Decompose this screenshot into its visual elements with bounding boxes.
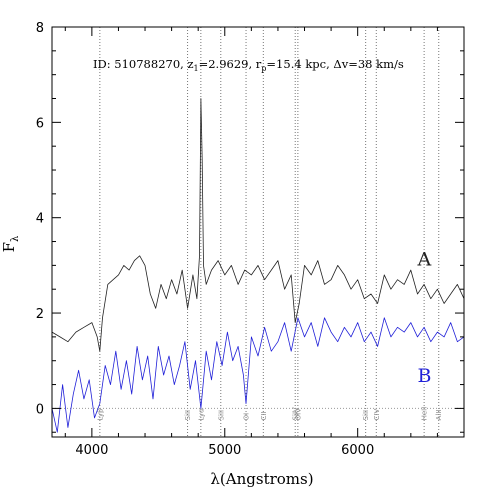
- series-label-B: B: [417, 365, 431, 387]
- y-tick-label: 0: [36, 402, 44, 417]
- svg-text:Fλ: Fλ: [0, 235, 21, 252]
- y-tick-label: 6: [36, 116, 44, 131]
- spectral-line-label: Lyβ: [96, 409, 104, 421]
- annotation-z-value: =2.9629, r: [199, 57, 262, 71]
- spectral-line-label: HeII: [421, 407, 429, 421]
- spectral-line-label: CIV: [373, 408, 381, 420]
- y-tick-label: 2: [36, 307, 44, 322]
- annotation-r-subscript: p: [261, 64, 266, 73]
- spectral-line-label: SiIV: [292, 407, 300, 420]
- spectral-line-label: Lyα: [197, 408, 205, 420]
- x-tick-label: 6000: [341, 443, 374, 458]
- annotation-z-subscript: 1: [194, 64, 199, 73]
- x-tick-label: 4000: [75, 443, 108, 458]
- y-axis-title-main: F: [0, 242, 18, 252]
- spectral-line-label: SiII: [184, 410, 192, 421]
- y-tick-label: 4: [36, 212, 44, 227]
- text-layer: λ(Angstroms) Fλ ID: 510788270, z1=2.9629…: [0, 57, 404, 488]
- series-line-B: [52, 317, 464, 433]
- x-tick-label: 5000: [208, 443, 241, 458]
- object-annotation: ID: 510788270, z1=2.9629, rp=15.4 kpc, Δ…: [93, 57, 404, 73]
- spectral-line-label: CII: [260, 411, 268, 420]
- plot-frame: [51, 26, 465, 438]
- spectral-line-label: AlII: [435, 410, 443, 421]
- spectral-line-label: OIV: [294, 408, 302, 421]
- x-axis-title: λ(Angstroms): [210, 470, 313, 488]
- series-layer: AB: [52, 98, 464, 433]
- y-axis-title: Fλ: [0, 235, 21, 252]
- spectral-line-label: OI: [243, 413, 251, 421]
- annotation-rest: =15.4 kpc, Δv=38 km/s: [266, 57, 403, 71]
- annotation-prefix: ID: 510788270, z: [93, 57, 194, 71]
- y-tick-label: 8: [36, 21, 44, 36]
- series-line-A: [52, 98, 464, 352]
- axes: 4000 5000 6000 0 2 4 6 8: [36, 21, 465, 458]
- series-label-A: A: [416, 248, 431, 270]
- spectral-line-label: SiII: [217, 410, 225, 421]
- y-axis-title-subscript: λ: [10, 235, 21, 242]
- spectral-line-label: SiII: [362, 410, 370, 421]
